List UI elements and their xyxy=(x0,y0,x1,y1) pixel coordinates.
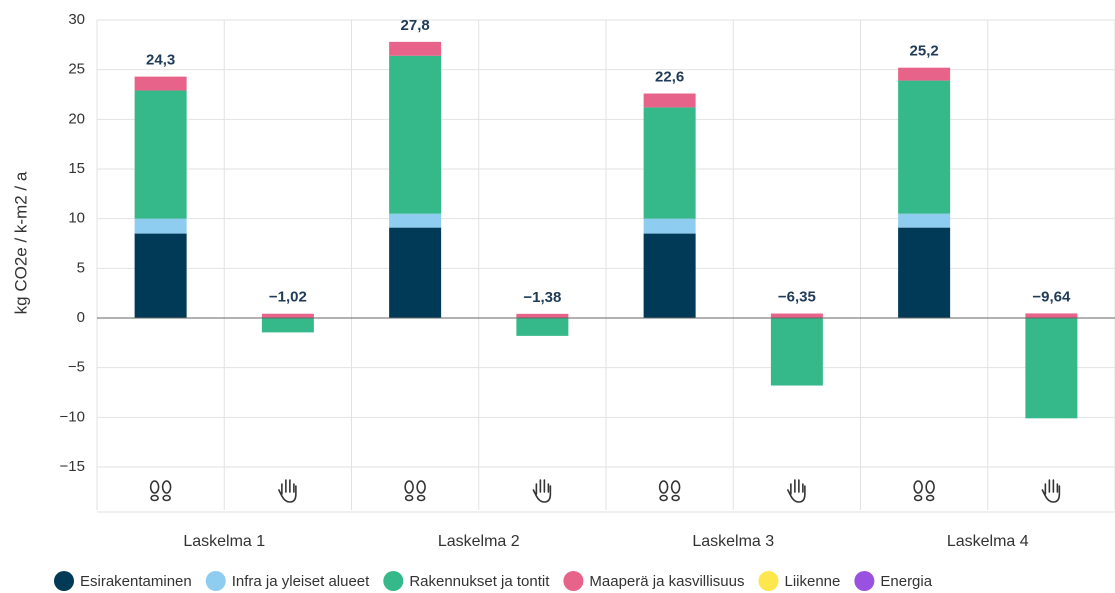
foot xyxy=(149,480,160,494)
legend-marker xyxy=(54,571,74,591)
footprint-icon xyxy=(149,480,172,502)
bar-segment xyxy=(389,213,442,228)
heel xyxy=(416,494,426,502)
hand-icon xyxy=(532,479,552,503)
y-tick-label: 5 xyxy=(77,259,85,276)
legend-label: Esirakentaminen xyxy=(80,573,192,590)
bar-segment xyxy=(643,93,696,108)
total-label: 24,3 xyxy=(146,52,175,69)
legend-marker xyxy=(383,571,404,591)
y-tick-label: 25 xyxy=(68,61,85,78)
heel xyxy=(150,494,159,502)
total-label: 22,6 xyxy=(655,68,684,85)
bar-segment xyxy=(643,233,696,318)
bar-segment xyxy=(898,80,951,214)
foot xyxy=(670,480,681,494)
bar-segment xyxy=(389,41,442,56)
y-tick-label: 10 xyxy=(68,210,85,227)
bar-segment xyxy=(643,107,696,219)
group-label: Laskelma 1 xyxy=(183,533,265,550)
footprint-icon xyxy=(404,480,426,502)
legend-label: Rakennukset ja tontit xyxy=(409,573,550,590)
heel xyxy=(659,494,668,502)
legend-marker xyxy=(758,571,779,591)
y-tick-label: 20 xyxy=(68,110,85,127)
foot xyxy=(658,480,669,494)
y-tick-label: −5 xyxy=(68,359,85,376)
bar-segment xyxy=(1025,313,1078,318)
heel xyxy=(671,494,680,502)
bar-segment xyxy=(643,218,696,234)
bar-segment xyxy=(898,213,951,228)
total-label: −1,38 xyxy=(523,289,561,306)
group-label: Laskelma 3 xyxy=(692,533,774,550)
y-tick-label: 0 xyxy=(77,309,85,326)
y-tick-label: −15 xyxy=(60,458,85,475)
total-label: −6,35 xyxy=(778,288,816,305)
y-tick-label: 15 xyxy=(68,160,85,177)
hand-icon xyxy=(1041,479,1061,503)
legend-marker xyxy=(205,571,226,591)
total-label: 27,8 xyxy=(401,17,430,34)
heel xyxy=(404,494,414,502)
bar-segment xyxy=(389,55,442,214)
hand xyxy=(278,479,297,503)
y-tick-label: −10 xyxy=(60,408,85,425)
bar-segment xyxy=(134,90,187,219)
foot xyxy=(416,480,426,494)
bar-segment xyxy=(134,218,187,234)
bar-segment xyxy=(516,313,569,318)
y-axis-label: kg CO2e / k-m2 / a xyxy=(11,171,30,314)
foot xyxy=(913,480,923,494)
legend-label: Liikenne xyxy=(784,573,840,590)
bar-segment xyxy=(770,313,823,318)
legend-marker xyxy=(563,571,584,591)
heel xyxy=(162,494,171,502)
bar-segment xyxy=(134,233,187,318)
footprint-icon xyxy=(913,480,935,502)
footprint-icon xyxy=(658,480,681,502)
bar-segment xyxy=(898,67,951,81)
foot xyxy=(404,480,414,494)
legend-label: Infra ja yleiset alueet xyxy=(232,573,370,590)
bar-segment xyxy=(389,227,442,318)
hand xyxy=(532,479,552,503)
heel xyxy=(925,494,935,502)
hand xyxy=(787,479,806,503)
total-label: 25,2 xyxy=(910,43,939,60)
bar-segment xyxy=(1025,318,1078,419)
legend-marker xyxy=(854,571,875,591)
y-tick-label: 30 xyxy=(68,11,85,28)
heel xyxy=(913,494,923,502)
bar-segment xyxy=(516,318,569,336)
bar-segment xyxy=(898,227,951,318)
hand xyxy=(1041,479,1061,503)
legend-label: Energia xyxy=(880,573,932,590)
legend-label: Maaperä ja kasvillisuus xyxy=(589,573,744,590)
bar-segment xyxy=(770,318,823,386)
group-label: Laskelma 2 xyxy=(438,533,520,550)
bar-segment xyxy=(261,318,314,333)
foot xyxy=(161,480,172,494)
group-label: Laskelma 4 xyxy=(947,533,1029,550)
hand-icon xyxy=(787,479,806,503)
hand-icon xyxy=(278,479,297,503)
bar-segment xyxy=(261,313,314,318)
total-label: −1,02 xyxy=(269,289,307,306)
foot xyxy=(925,480,935,494)
total-label: −9,64 xyxy=(1032,288,1071,305)
bar-segment xyxy=(134,76,187,91)
